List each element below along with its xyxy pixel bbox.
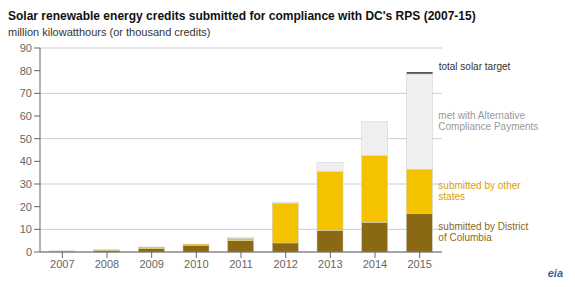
html-text:eia: eia [547, 267, 563, 279]
html-text:million kilowatthours (or thou: million kilowatthours (or thousand credi… [8, 26, 211, 38]
svg-text:90: 90 [20, 42, 32, 54]
svg-text:40: 40 [20, 155, 32, 167]
svg-text:20: 20 [20, 201, 32, 213]
svg-text:2010: 2010 [184, 258, 208, 270]
svg-text:30: 30 [20, 178, 32, 190]
svg-text:2007: 2007 [50, 258, 74, 270]
svg-text:2009: 2009 [139, 258, 163, 270]
svg-text:2013: 2013 [318, 258, 342, 270]
svg-text:10: 10 [20, 223, 32, 235]
svg-text:2012: 2012 [273, 258, 297, 270]
svg-text:total solar target: total solar target [439, 61, 511, 72]
svg-text:50: 50 [20, 133, 32, 145]
svg-text:met with AlternativeCompliance: met with AlternativeCompliance Payments [438, 110, 538, 132]
svg-text:2014: 2014 [363, 258, 387, 270]
svg-text:0: 0 [26, 246, 32, 258]
svg-text:submitted by Districtof Columb: submitted by Districtof Columbia [438, 221, 528, 243]
svg-text:2015: 2015 [407, 258, 431, 270]
html-text:Solar renewable energy credits: Solar renewable energy credits submitted… [8, 9, 476, 23]
svg-text:2008: 2008 [95, 258, 119, 270]
svg-text:60: 60 [20, 110, 32, 122]
svg-text:70: 70 [20, 87, 32, 99]
svg-text:80: 80 [20, 65, 32, 77]
svg-text:submitted by otherstates: submitted by otherstates [438, 180, 521, 202]
svg-text:2011: 2011 [229, 258, 253, 270]
